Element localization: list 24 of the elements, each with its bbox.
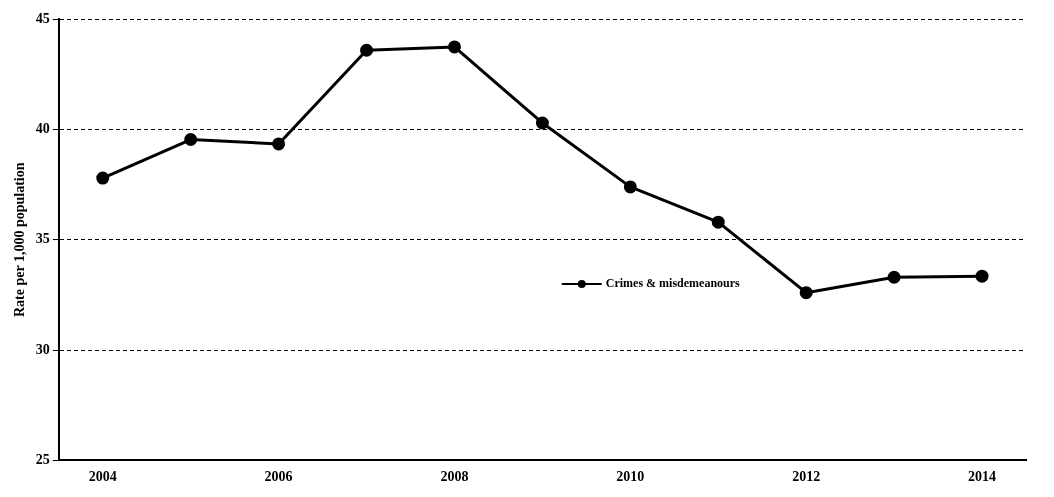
point <box>623 180 637 194</box>
point <box>96 171 110 185</box>
y-tick-label: 30 <box>35 341 50 357</box>
y-tick-label: 40 <box>35 121 50 137</box>
point <box>447 40 461 54</box>
point <box>799 286 813 300</box>
x-tick-label: 2014 <box>968 469 997 485</box>
legend-label: Crimes & misdemeanours <box>605 275 741 290</box>
y-axis-title: Rate per 1,000 population <box>12 162 28 318</box>
y-tick-label: 45 <box>35 11 50 27</box>
x-tick-label: 2012 <box>792 469 821 485</box>
x-tick-label: 2004 <box>88 469 117 485</box>
y-tick-label: 25 <box>35 451 50 467</box>
point <box>360 43 374 57</box>
x-tick-label: 2010 <box>616 469 645 485</box>
point <box>272 137 286 151</box>
x-tick-label: 2006 <box>264 469 293 485</box>
point <box>184 133 198 147</box>
y-tick-label: 35 <box>35 231 50 247</box>
point <box>711 215 725 229</box>
point <box>975 269 989 283</box>
point <box>535 116 549 130</box>
x-tick-label: 2008 <box>440 469 469 485</box>
point <box>887 270 901 284</box>
